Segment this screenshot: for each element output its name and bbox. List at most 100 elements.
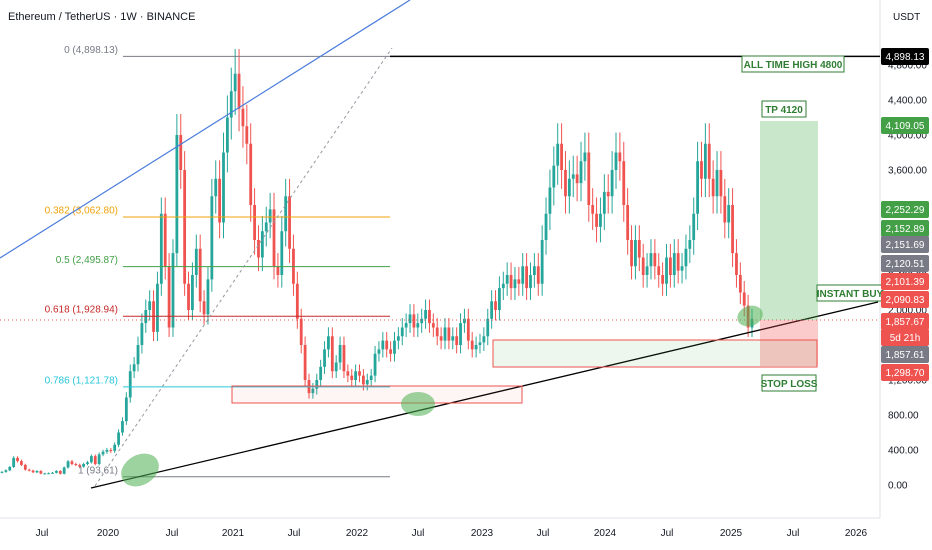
candle-body: [404, 323, 408, 328]
candle-body: [579, 161, 583, 184]
price-tag: 2,151.69: [881, 236, 929, 253]
candle-body: [121, 421, 124, 433]
candle-body: [435, 327, 439, 337]
price-tag: 2,120.51: [881, 255, 929, 272]
candle-body: [696, 161, 699, 214]
candle-body: [637, 240, 641, 258]
candle-body: [229, 91, 233, 118]
candle-body: [163, 213, 167, 267]
price-tag-label: 2,151.69: [886, 240, 925, 251]
candle-body: [719, 170, 723, 197]
candle-body: [97, 454, 101, 464]
candle-body: [66, 461, 70, 468]
candle-body: [618, 152, 622, 162]
price-tag: 2,101.39: [881, 273, 929, 290]
candle-body: [610, 170, 614, 197]
candle-body: [365, 380, 369, 385]
candle-body: [51, 472, 54, 474]
candle-body: [645, 266, 649, 275]
candle-body: [0, 471, 4, 473]
candle-body: [74, 464, 78, 465]
candle-body: [288, 196, 291, 249]
candle-body: [653, 253, 657, 267]
price-tag-bg: [881, 48, 929, 65]
x-tick-label: Jul: [537, 528, 550, 539]
candle-body: [389, 349, 393, 354]
candle-body: [105, 450, 109, 452]
candle-body: [354, 371, 358, 380]
candle-body: [455, 336, 459, 345]
candle-body: [634, 240, 637, 267]
annotation-box: [761, 100, 807, 118]
x-tick-label: Jul: [787, 528, 800, 539]
candle-body: [346, 371, 350, 376]
candle-body: [327, 336, 330, 350]
price-tag-bg: [881, 329, 929, 346]
candle-body: [431, 323, 435, 328]
candle-body: [183, 170, 187, 284]
candle-body: [408, 314, 412, 324]
candle-body: [319, 366, 323, 380]
candle-body: [124, 397, 128, 422]
candle-body: [513, 279, 517, 289]
symbol-title: Ethereum / TetherUS · 1W · BINANCE: [8, 11, 196, 23]
candle-body: [8, 466, 12, 471]
candle-body: [486, 318, 490, 337]
candle-body: [175, 135, 179, 254]
candle-body: [358, 371, 361, 376]
candle-body: [276, 266, 280, 275]
fib-level-label: 0.382 (3,062.80): [45, 206, 118, 217]
candle-body: [373, 353, 377, 376]
candle-body: [280, 231, 284, 275]
price-tag: 2,152.89: [881, 220, 929, 237]
annotation-label: STOP LOSS: [761, 379, 818, 390]
candle-body: [498, 288, 501, 310]
candle-body: [342, 345, 346, 372]
candle-body: [140, 323, 144, 345]
candle-body: [361, 375, 365, 385]
candle-body: [478, 342, 482, 345]
candle-body: [723, 196, 727, 223]
x-tick-label: 2021: [222, 528, 245, 539]
candle-body: [466, 318, 470, 341]
candle-body: [222, 152, 225, 223]
candle-body: [369, 375, 373, 380]
price-tag-label: 2,090.83: [886, 295, 925, 306]
candle-body: [517, 279, 521, 284]
candle-body: [136, 345, 140, 365]
candle-body: [742, 292, 746, 306]
candle-body: [82, 464, 86, 467]
price-tag: 4,109.05: [881, 117, 929, 134]
candle-body: [521, 266, 525, 284]
x-tick-label: 2023: [471, 528, 494, 539]
highlight-ellipse: [737, 305, 763, 327]
candle-body: [548, 187, 552, 214]
candle-body: [470, 340, 474, 350]
price-tag-bg: [881, 255, 929, 272]
candle-body: [179, 135, 183, 170]
candle-body: [171, 253, 175, 328]
highlight-ellipse: [121, 453, 159, 487]
candle-body: [159, 213, 163, 284]
candle-body: [272, 209, 276, 267]
candle-body: [218, 178, 222, 223]
candle-body: [167, 266, 171, 328]
y-tick-label: 4,800.00: [888, 61, 927, 72]
candle-body: [86, 462, 89, 464]
candle-body: [532, 266, 536, 275]
candle-body: [330, 336, 334, 372]
candle-body: [630, 240, 633, 267]
candle-body: [268, 209, 272, 223]
candle-body: [128, 371, 132, 398]
candle-body: [31, 470, 35, 473]
candle-body: [552, 165, 556, 188]
candle-body: [412, 314, 416, 328]
candle-body: [474, 345, 478, 350]
candle-body: [540, 240, 544, 284]
candle-body: [393, 340, 396, 354]
candle-body: [233, 73, 237, 92]
candle-body: [536, 266, 540, 284]
candle-body: [599, 213, 602, 227]
candle-body: [148, 301, 152, 310]
